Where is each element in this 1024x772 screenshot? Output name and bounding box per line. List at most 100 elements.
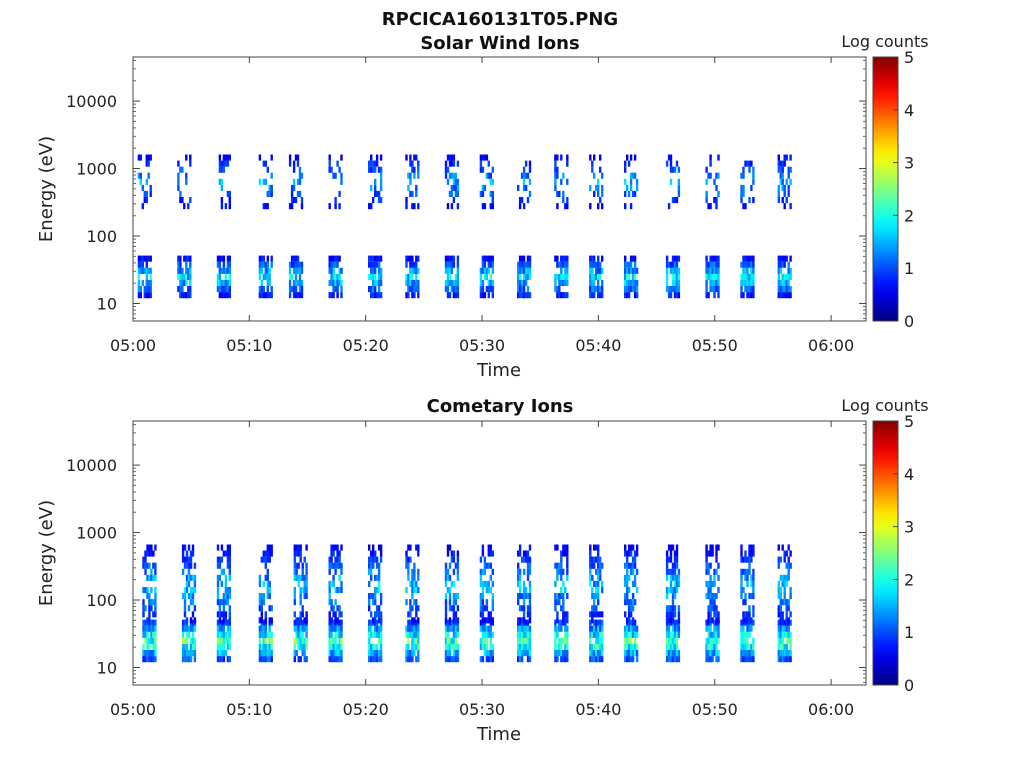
spectrogram-cell	[626, 650, 629, 657]
spectrogram-cell	[338, 190, 341, 197]
spectrogram-cell	[260, 593, 263, 600]
spectrogram-cell	[328, 637, 331, 644]
spectrogram-cell	[405, 587, 408, 594]
spectrogram-cell	[266, 593, 269, 600]
spectrogram-cell	[332, 267, 335, 274]
spectrogram-cell	[332, 273, 335, 280]
spectrogram-cell	[633, 172, 637, 179]
spectrogram-cell	[635, 587, 639, 594]
spectrogram-cell	[593, 544, 596, 551]
spectrogram-cell	[189, 267, 192, 274]
spectrogram-cell	[258, 292, 262, 299]
spectrogram-cell	[629, 562, 633, 569]
spectrogram-cell	[183, 273, 186, 280]
spectrogram-cell	[220, 643, 224, 650]
spectrogram-cell	[746, 643, 749, 650]
spectrogram-cell	[779, 650, 782, 657]
spectrogram-cell	[713, 286, 716, 293]
spectrogram-cell	[452, 650, 456, 657]
spectrogram-cell	[446, 544, 450, 551]
spectrogram-cell	[752, 292, 755, 299]
spectrogram-cell	[409, 154, 412, 161]
spectrogram-cell	[370, 656, 373, 663]
spectrogram-cell	[562, 617, 565, 624]
spectrogram-cell	[146, 643, 149, 650]
spectrogram-cell	[631, 593, 635, 600]
spectrogram-cell	[591, 267, 594, 274]
spectrogram-cell	[554, 166, 557, 173]
spectrogram-cell	[635, 286, 639, 293]
colorbar-title: Log counts	[841, 396, 928, 415]
spectrogram-cell	[635, 631, 639, 638]
spectrogram-cell	[297, 574, 300, 581]
spectrogram-cell	[328, 267, 331, 274]
spectrogram-cell	[589, 203, 592, 210]
spectrogram-cell	[370, 568, 373, 575]
spectrogram-cell	[491, 631, 494, 638]
spectrogram-cell	[599, 556, 602, 563]
spectrogram-cell	[626, 292, 629, 299]
spectrogram-cell	[454, 656, 458, 663]
spectrogram-cell	[517, 650, 520, 657]
spectrogram-cell	[562, 611, 565, 618]
spectrogram-cell	[216, 279, 220, 286]
spectrogram-cell	[375, 605, 379, 612]
spectrogram-cell	[713, 574, 716, 581]
spectrogram-cell	[452, 279, 456, 286]
spectrogram-cell	[216, 631, 220, 638]
spectrogram-cell	[154, 631, 157, 638]
spectrogram-cell	[446, 656, 450, 663]
spectrogram-cell	[629, 154, 633, 161]
y-tick-label: 1000	[76, 160, 117, 179]
spectrogram-cell	[154, 656, 157, 663]
spectrogram-cell	[709, 611, 712, 618]
spectrogram-cell	[264, 625, 267, 632]
spectrogram-cell	[595, 650, 598, 657]
spectrogram-cell	[629, 544, 633, 551]
spectrogram-cell	[481, 587, 485, 594]
spectrogram-cell	[228, 631, 231, 638]
spectrogram-cell	[665, 587, 669, 594]
spectrogram-cell	[264, 273, 267, 280]
spectrogram-cell	[456, 190, 460, 197]
spectrogram-cell	[181, 267, 184, 274]
spectrogram-cell	[224, 599, 228, 606]
spectrogram-cell	[268, 273, 271, 280]
spectrogram-cell	[558, 599, 561, 606]
spectrogram-cell	[593, 172, 596, 179]
spectrogram-cell	[177, 160, 180, 167]
spectrogram-cell	[740, 619, 743, 626]
spectrogram-cell	[372, 562, 375, 569]
spectrogram-cell	[296, 190, 300, 197]
plot-area	[132, 420, 867, 686]
spectrogram-cell	[566, 544, 569, 551]
spectrogram-cell	[707, 643, 710, 650]
spectrogram-cell	[705, 562, 708, 569]
spectrogram-cell	[185, 556, 189, 563]
spectrogram-cell	[562, 656, 565, 663]
spectrogram-cell	[589, 643, 592, 650]
spectrogram-cell	[370, 631, 373, 638]
spectrogram-cell	[177, 255, 180, 262]
spectrogram-cell	[264, 611, 267, 618]
spectrogram-cell	[626, 568, 629, 575]
spectrogram-cell	[785, 625, 788, 632]
spectrogram-cell	[485, 286, 489, 293]
spectrogram-cell	[450, 625, 454, 632]
spectrogram-cell	[181, 273, 184, 280]
spectrogram-cell	[556, 656, 559, 663]
spectrogram-cell	[293, 643, 296, 650]
spectrogram-cell	[262, 292, 265, 299]
spectrogram-cell	[717, 255, 720, 262]
spectrogram-cell	[752, 605, 755, 612]
spectrogram-cell	[673, 556, 677, 563]
spectrogram-cell	[450, 154, 454, 161]
panel-title: Solar Wind Ions	[420, 33, 579, 54]
spectrogram-cell	[139, 286, 142, 293]
spectrogram-cell	[783, 160, 786, 167]
spectrogram-cell	[187, 562, 191, 569]
spectrogram-cell	[744, 203, 747, 210]
spectrogram-cell	[181, 625, 185, 632]
spectrogram-cell	[601, 631, 604, 638]
spectrogram-cell	[785, 599, 788, 606]
